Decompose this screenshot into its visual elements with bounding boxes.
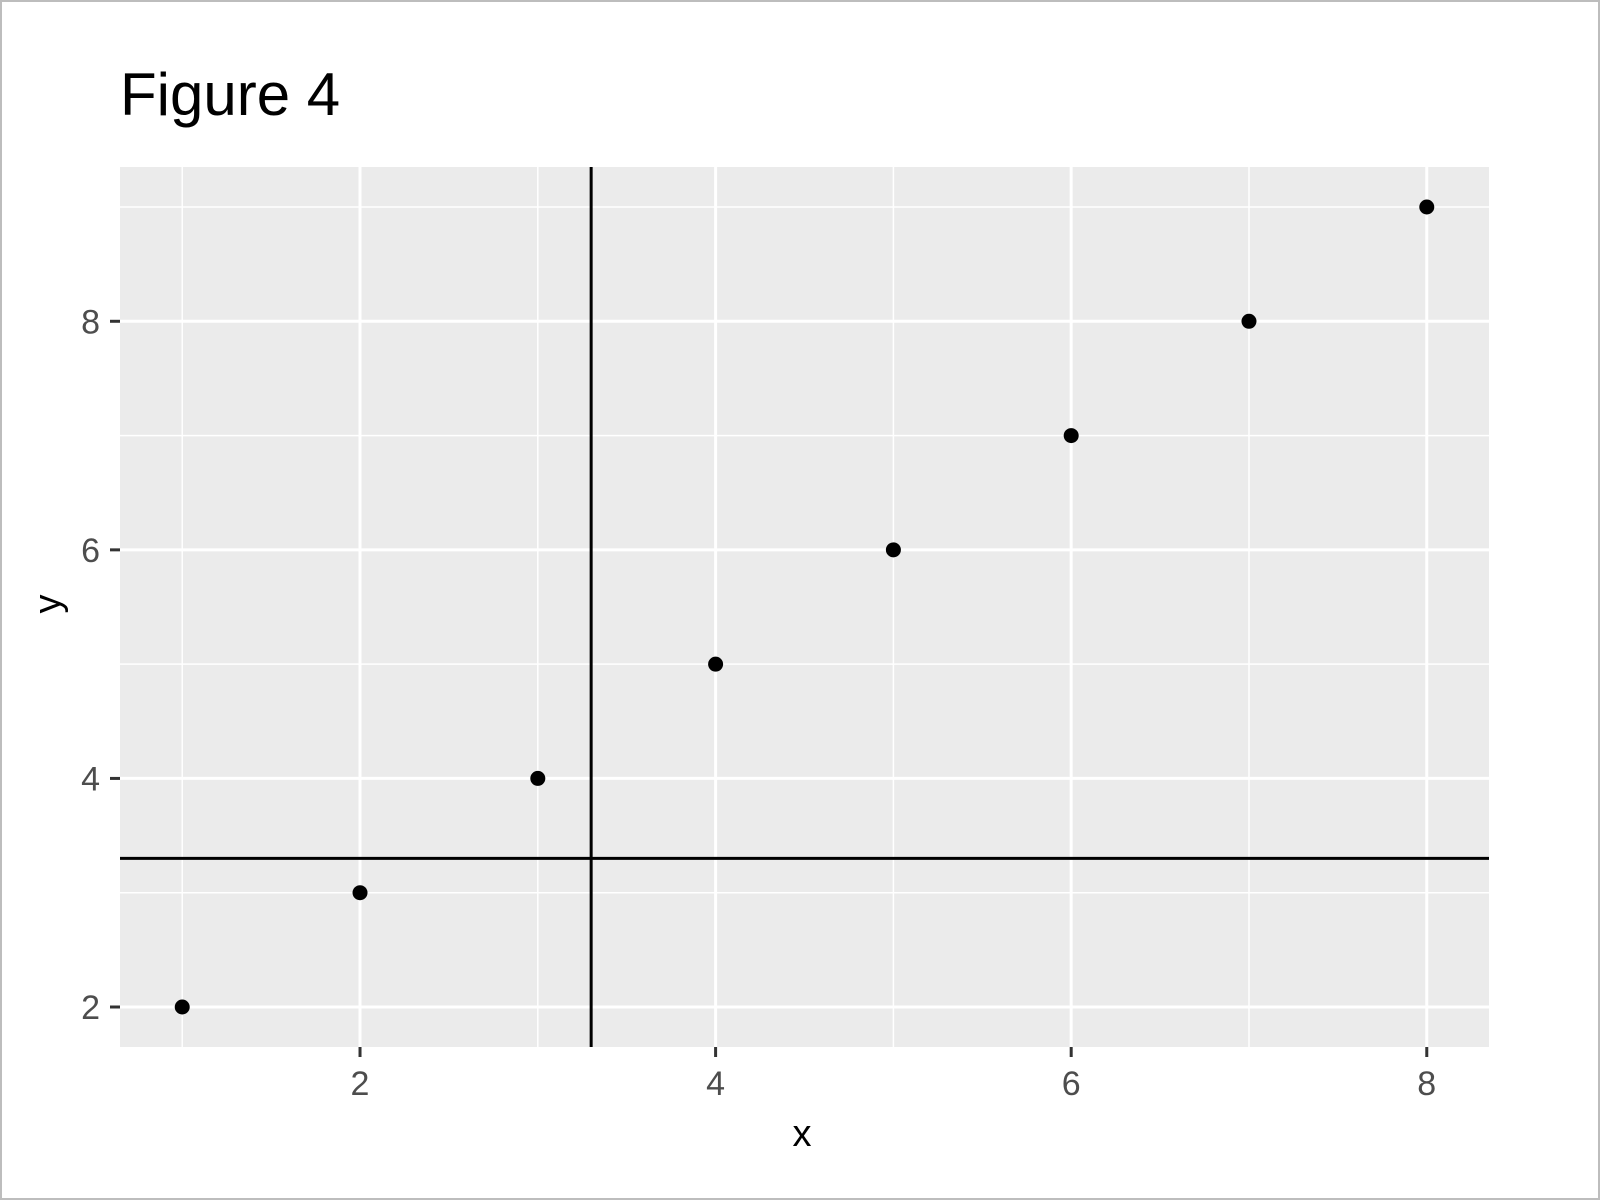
major-gridlines (120, 167, 1489, 1047)
data-point (530, 770, 546, 786)
data-point (1419, 199, 1435, 215)
minor-gridlines (120, 167, 1489, 1047)
data-point (174, 999, 190, 1015)
y-tick-label: 4 (81, 760, 100, 798)
x-tick-label: 6 (1062, 1065, 1081, 1103)
chart-title: Figure 4 (120, 61, 340, 128)
plot-panel (120, 167, 1489, 1047)
y-tick-label: 8 (81, 303, 100, 341)
x-axis: 2 4 6 8 (351, 1047, 1436, 1103)
y-axis-title: y (27, 595, 69, 614)
data-point (1063, 428, 1079, 444)
data-point (885, 542, 901, 558)
data-point (708, 656, 724, 672)
x-tick-label: 8 (1417, 1065, 1436, 1103)
x-axis-title: x (793, 1113, 812, 1155)
y-tick-label: 2 (81, 989, 100, 1027)
y-tick-label: 6 (81, 532, 100, 570)
reference-lines (120, 167, 1489, 1047)
data-point (352, 885, 368, 901)
data-points (174, 199, 1435, 1015)
y-axis: 2 4 6 8 (81, 303, 120, 1027)
x-tick-label: 4 (706, 1065, 725, 1103)
data-point (1241, 313, 1257, 329)
x-tick-label: 2 (351, 1065, 370, 1103)
